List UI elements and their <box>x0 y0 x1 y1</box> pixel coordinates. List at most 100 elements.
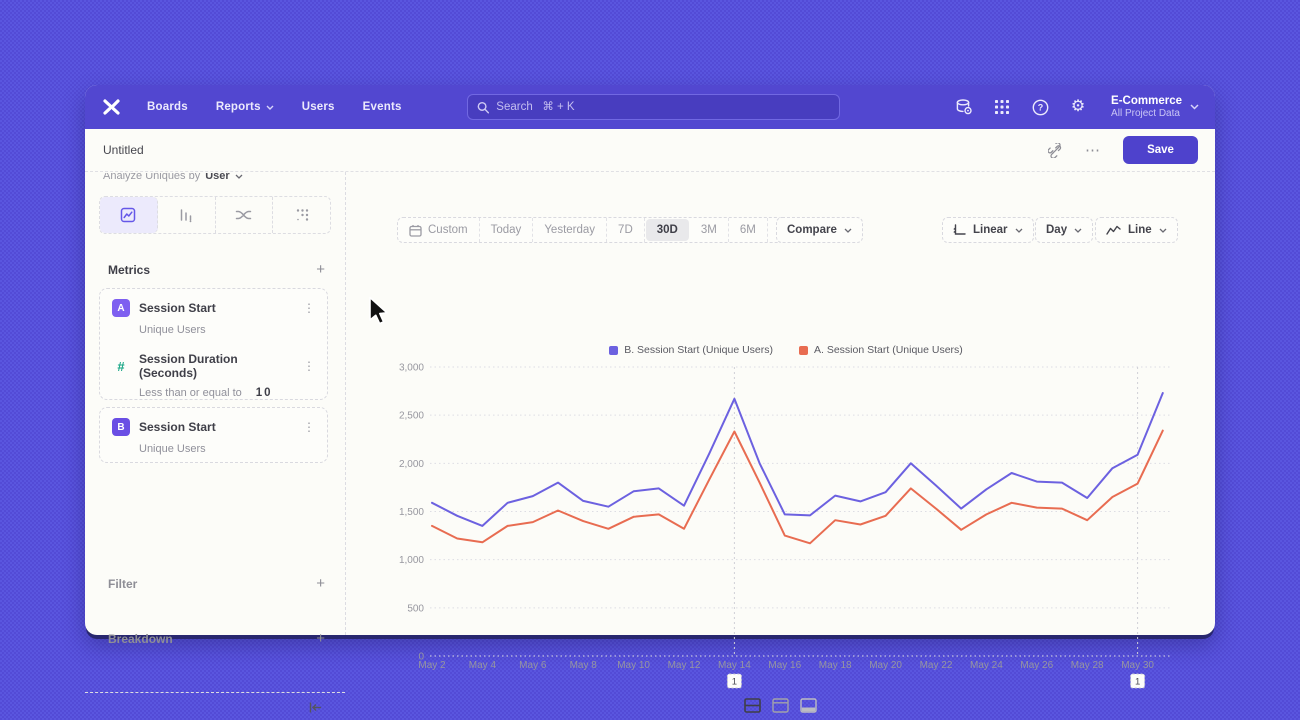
range-yesterday-button[interactable]: Yesterday <box>533 218 608 242</box>
flows-icon <box>236 210 252 220</box>
metric-card-b[interactable]: B Session Start ⋮ Unique Users <box>99 407 328 463</box>
chevron-down-icon <box>1015 228 1022 233</box>
chart-type-label: Line <box>1128 224 1152 236</box>
nav-item-reports[interactable]: Reports <box>216 101 274 113</box>
range-7d-button[interactable]: 7D <box>607 218 645 242</box>
range-label: Yesterday <box>544 224 596 236</box>
add-filter-button[interactable]: + <box>316 575 325 592</box>
nav-item-events[interactable]: Events <box>363 101 402 113</box>
data-management-icon[interactable] <box>955 98 973 116</box>
legend-item-a[interactable]: A. Session Start (Unique Users) <box>799 344 963 356</box>
condition-value[interactable]: 10 <box>255 387 273 399</box>
metric-name[interactable]: Session Start <box>139 301 216 315</box>
legend-item-b[interactable]: B. Session Start (Unique Users) <box>609 344 773 356</box>
metrics-title: Metrics <box>108 262 151 277</box>
layout-chart-only-button[interactable] <box>772 698 789 713</box>
tab-funnels[interactable] <box>158 197 216 233</box>
tab-retention[interactable] <box>273 197 330 233</box>
search-bar[interactable] <box>467 94 840 120</box>
nav-item-label: Boards <box>147 101 188 113</box>
metric-name[interactable]: Session Start <box>139 420 216 434</box>
svg-text:3,000: 3,000 <box>399 363 424 374</box>
filter-title: Filter <box>108 576 138 591</box>
svg-text:?: ? <box>1037 102 1043 112</box>
svg-text:May 8: May 8 <box>570 660 598 671</box>
nav-item-boards[interactable]: Boards <box>147 101 188 113</box>
condition-label[interactable]: Less than or equal to <box>139 387 242 399</box>
compare-button[interactable]: Compare <box>776 217 863 243</box>
link-icon[interactable] <box>1048 142 1063 158</box>
metric-badge-b: B <box>112 418 130 436</box>
nav-item-label: Reports <box>215 101 261 113</box>
help-icon[interactable]: ? <box>1031 98 1049 116</box>
chevron-down-icon <box>1074 228 1082 233</box>
range-label: Today <box>490 224 522 236</box>
interval-dropdown[interactable]: Day <box>1035 217 1094 243</box>
line-chart-icon <box>1106 225 1121 235</box>
report-title: Untitled <box>103 143 144 157</box>
linear-axis-icon <box>953 224 966 235</box>
add-breakdown-button[interactable]: + <box>316 630 325 647</box>
chevron-down-icon <box>266 105 274 110</box>
metric-subtitle[interactable]: Unique Users <box>139 324 206 336</box>
legend-swatch-a <box>799 345 808 355</box>
range-label: 7D <box>618 224 633 236</box>
chart-legend: B. Session Start (Unique Users) A. Sessi… <box>386 344 1186 356</box>
breakdown-title: Breakdown <box>108 631 173 646</box>
app-window: Boards Reports Users Events <box>85 85 1215 713</box>
analyze-uniques-row[interactable]: Analyze Uniques by User <box>103 173 328 186</box>
chart-type-dropdown[interactable]: Line <box>1095 217 1178 243</box>
add-metric-button[interactable]: + <box>316 261 325 278</box>
range-30d-button[interactable]: 30D <box>645 219 689 241</box>
kebab-menu-icon[interactable]: ⋮ <box>303 301 315 315</box>
range-3m-button[interactable]: 3M <box>690 218 729 242</box>
svg-text:2,500: 2,500 <box>399 411 424 422</box>
svg-text:May 16: May 16 <box>768 660 801 671</box>
svg-text:May 6: May 6 <box>519 660 547 671</box>
save-button[interactable]: Save <box>1123 136 1198 164</box>
search-input[interactable] <box>496 101 830 113</box>
funnel-bars-icon <box>180 209 192 223</box>
svg-text:1: 1 <box>1135 677 1140 688</box>
project-selector[interactable]: E-Commerce All Project Data <box>1111 94 1199 120</box>
settings-gear-icon[interactable]: ⚙ <box>1070 98 1086 115</box>
kebab-menu-icon[interactable]: ⋮ <box>303 359 315 373</box>
breakdown-section-header: Breakdown + <box>108 631 325 646</box>
svg-text:May 28: May 28 <box>1071 660 1104 671</box>
analyze-value[interactable]: User <box>205 173 230 182</box>
range-6m-button[interactable]: 6M <box>729 218 768 242</box>
layout-split-button[interactable] <box>744 698 761 713</box>
tab-flows[interactable] <box>216 197 274 233</box>
metric-card-a[interactable]: A Session Start ⋮ Unique Users # Session… <box>99 288 328 400</box>
range-label: Custom <box>428 224 468 236</box>
mixpanel-logo-icon[interactable] <box>99 96 125 118</box>
insights-chart-icon <box>121 207 136 223</box>
chevron-down-icon <box>1159 228 1167 233</box>
more-options-icon[interactable]: ⋯ <box>1085 142 1101 159</box>
chevron-down-icon <box>844 228 852 233</box>
metric-subtitle[interactable]: Unique Users <box>139 443 206 455</box>
svg-text:0: 0 <box>418 652 424 663</box>
range-today-button[interactable]: Today <box>480 218 534 242</box>
svg-text:1,500: 1,500 <box>399 507 424 518</box>
apps-grid-icon[interactable] <box>993 98 1011 116</box>
calendar-icon <box>409 224 422 237</box>
kebab-menu-icon[interactable]: ⋮ <box>303 420 315 434</box>
line-chart[interactable]: 0 500 1,000 1,500 2,000 2,500 3,000 1 1 May 2 May … <box>386 360 1186 695</box>
nav-right-cluster: ? ⚙ E-Commerce All Project Data <box>955 85 1199 129</box>
nav-item-label: Users <box>301 101 335 113</box>
svg-text:May 10: May 10 <box>617 660 650 671</box>
legend-label: B. Session Start (Unique Users) <box>624 344 773 356</box>
metric-name[interactable]: Session Duration (Seconds) <box>139 352 238 380</box>
collapse-sidebar-icon[interactable] <box>309 700 322 718</box>
svg-text:May 30: May 30 <box>1121 660 1154 671</box>
nav-item-users[interactable]: Users <box>302 101 335 113</box>
range-custom-button[interactable]: Custom <box>398 218 480 242</box>
layout-table-only-button[interactable] <box>800 698 817 713</box>
scale-dropdown[interactable]: Linear <box>942 217 1034 243</box>
svg-text:May 22: May 22 <box>920 660 953 671</box>
svg-text:May 18: May 18 <box>819 660 852 671</box>
svg-text:500: 500 <box>407 603 424 614</box>
range-label: 3M <box>700 224 717 236</box>
tab-insights[interactable] <box>100 197 158 233</box>
